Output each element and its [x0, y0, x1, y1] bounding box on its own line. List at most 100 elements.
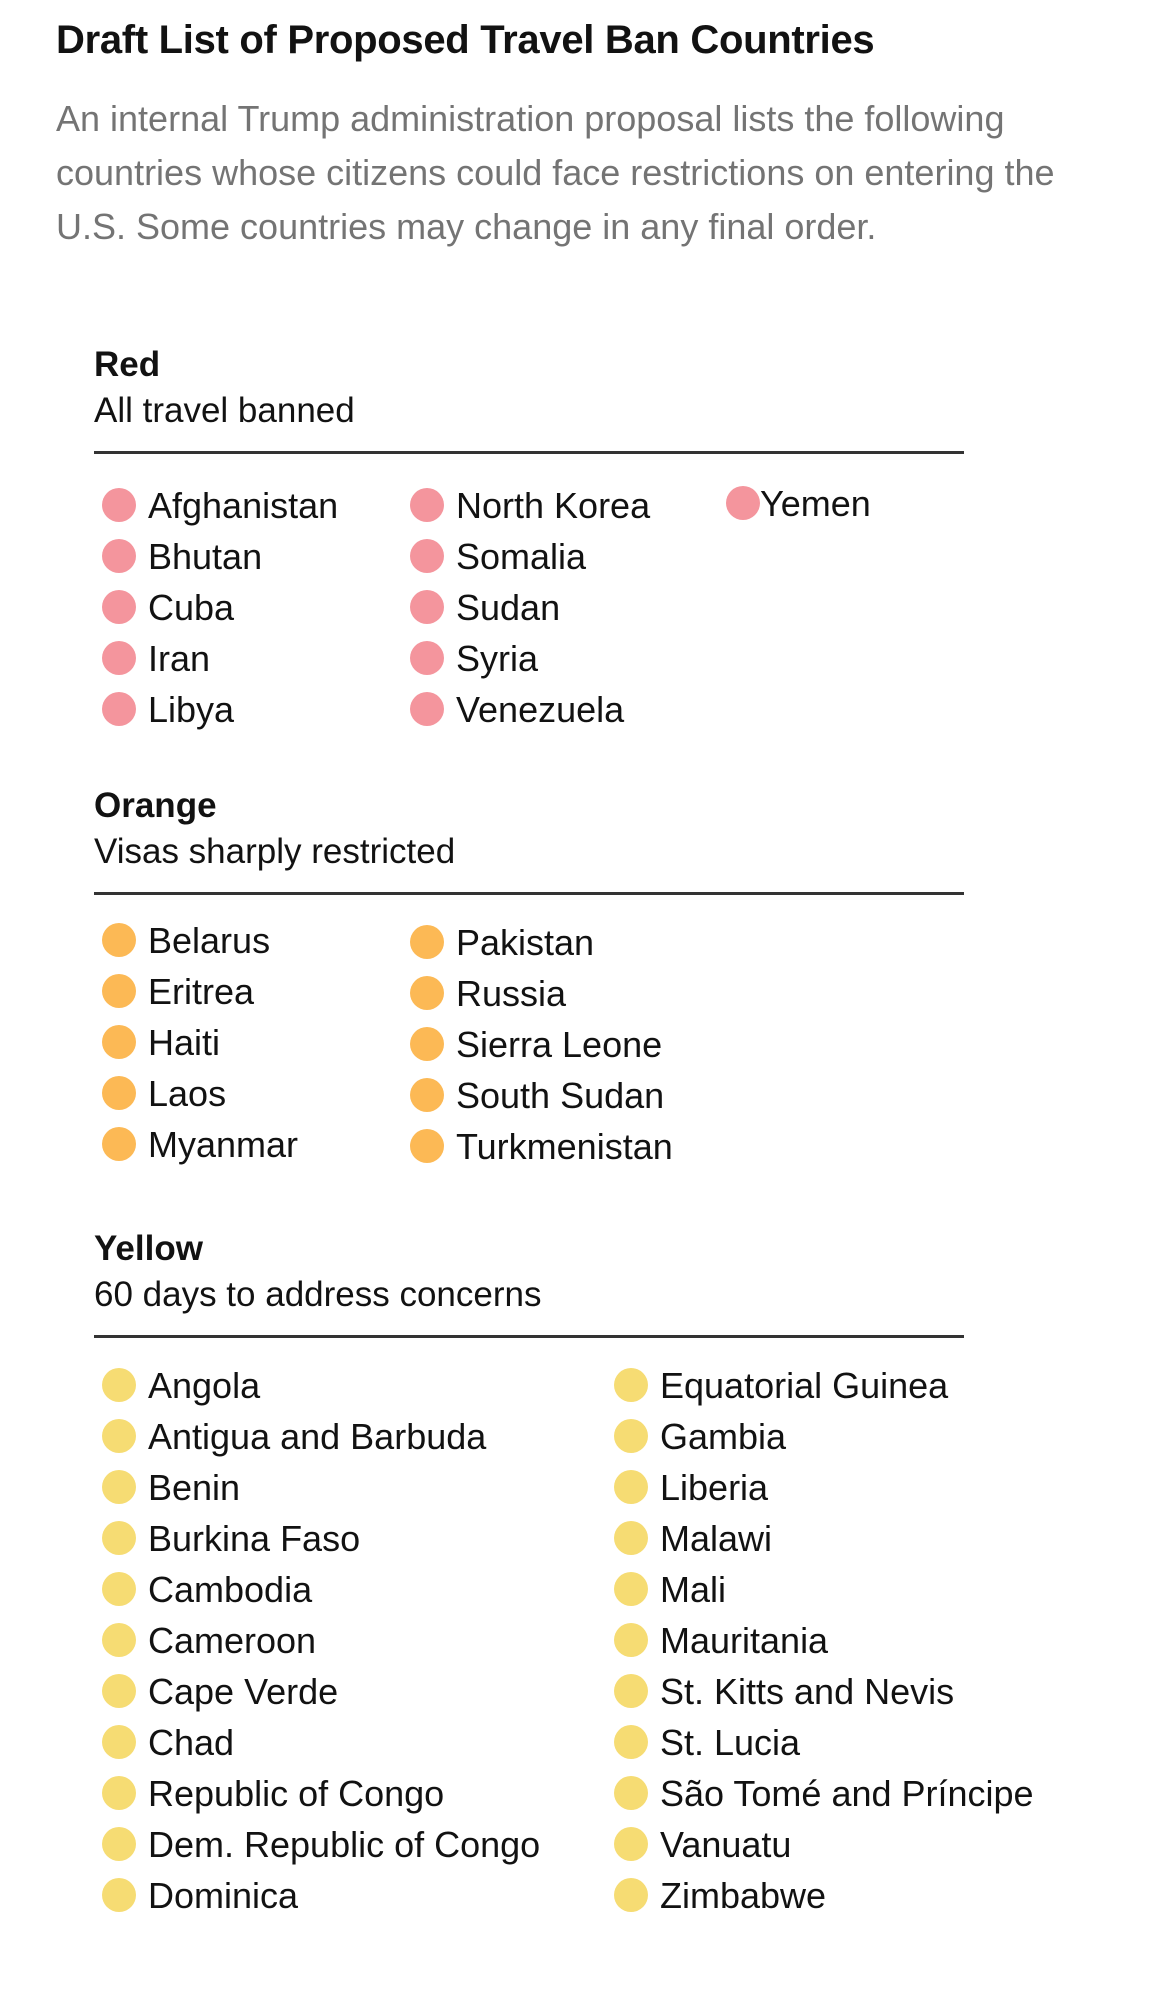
yellow-dot-icon: [102, 1827, 136, 1861]
page-title: Draft List of Proposed Travel Ban Countr…: [56, 18, 875, 62]
country-name: Cuba: [148, 587, 235, 628]
country-name: Yemen: [760, 483, 871, 524]
orange-dot-icon: [102, 1076, 136, 1110]
red-dot-icon: [102, 590, 136, 624]
country-name: St. Lucia: [660, 1722, 801, 1763]
red-dot-icon: [102, 488, 136, 522]
country-name: Laos: [148, 1073, 227, 1114]
country-list: Afghanistan Bhutan Cuba Iran Libya North…: [94, 480, 964, 736]
country-name: Iran: [148, 638, 211, 679]
country-name: St. Kitts and Nevis: [660, 1671, 955, 1712]
section-description: All travel banned: [94, 391, 355, 430]
orange-dot-icon: [102, 1025, 136, 1059]
country-name: Pakistan: [456, 922, 595, 963]
country-name: Malawi: [660, 1518, 773, 1559]
yellow-dot-icon: [102, 1725, 136, 1759]
country-name: Eritrea: [148, 971, 255, 1012]
yellow-section: Yellow 60 days to address concerns Angol…: [94, 1227, 1034, 1922]
country-name: North Korea: [456, 485, 651, 526]
country-name: Antigua and Barbuda: [148, 1416, 487, 1457]
yellow-dot-icon: [102, 1776, 136, 1810]
orange-dot-icon: [102, 974, 136, 1008]
yellow-dot-icon: [102, 1878, 136, 1912]
country-name: Mauritania: [660, 1620, 829, 1661]
yellow-dot-icon: [614, 1725, 648, 1759]
country-name: Russia: [456, 973, 567, 1014]
yellow-dot-icon: [102, 1674, 136, 1708]
yellow-dot-icon: [102, 1419, 136, 1453]
section-divider: [94, 892, 964, 895]
yellow-dot-icon: [614, 1776, 648, 1810]
red-dot-icon: [102, 641, 136, 675]
country-name: Turkmenistan: [456, 1126, 673, 1167]
country-list: Belarus Eritrea Haiti Laos Myanmar Pakis…: [94, 915, 964, 1171]
red-section: Red All travel banned Afghanistan Bhutan…: [94, 343, 964, 736]
country-name: Dem. Republic of Congo: [148, 1824, 541, 1865]
country-name: Somalia: [456, 536, 587, 577]
country-name: Bhutan: [148, 536, 263, 577]
yellow-dot-icon: [102, 1572, 136, 1606]
country-name: Haiti: [148, 1022, 221, 1063]
country-name: Burkina Faso: [148, 1518, 361, 1559]
country-list: Angola Antigua and Barbuda Benin Burkina…: [94, 1360, 1034, 1922]
yellow-dot-icon: [614, 1419, 648, 1453]
country-name: Chad: [148, 1722, 235, 1763]
red-dot-icon: [726, 486, 760, 520]
country-name: Venezuela: [456, 689, 625, 730]
country-name: Vanuatu: [660, 1824, 792, 1865]
country-name: Cape Verde: [148, 1671, 339, 1712]
red-dot-icon: [102, 539, 136, 573]
country-name: Liberia: [660, 1467, 769, 1508]
red-dot-icon: [410, 539, 444, 573]
page-subtitle: An internal Trump administration proposa…: [56, 98, 1055, 247]
section-divider: [94, 1335, 964, 1338]
yellow-dot-icon: [102, 1521, 136, 1555]
country-name: Sierra Leone: [456, 1024, 663, 1065]
red-dot-icon: [410, 692, 444, 726]
yellow-dot-icon: [102, 1368, 136, 1402]
country-name: Afghanistan: [148, 485, 339, 526]
red-dot-icon: [102, 692, 136, 726]
orange-dot-icon: [102, 1127, 136, 1161]
yellow-dot-icon: [102, 1470, 136, 1504]
yellow-dot-icon: [102, 1623, 136, 1657]
country-name: Gambia: [660, 1416, 787, 1457]
country-name: South Sudan: [456, 1075, 665, 1116]
country-name: Syria: [456, 638, 539, 679]
yellow-dot-icon: [614, 1572, 648, 1606]
orange-dot-icon: [410, 1078, 444, 1112]
orange-section: Orange Visas sharply restricted Belarus …: [94, 784, 964, 1171]
yellow-dot-icon: [614, 1368, 648, 1402]
country-name: Mali: [660, 1569, 727, 1610]
yellow-dot-icon: [614, 1623, 648, 1657]
orange-dot-icon: [410, 1129, 444, 1163]
yellow-dot-icon: [614, 1521, 648, 1555]
red-dot-icon: [410, 488, 444, 522]
orange-dot-icon: [410, 1027, 444, 1061]
country-name: Cambodia: [148, 1569, 313, 1610]
section-divider: [94, 451, 964, 454]
section-description: 60 days to address concerns: [94, 1275, 542, 1314]
yellow-dot-icon: [614, 1674, 648, 1708]
country-name: Angola: [148, 1365, 261, 1406]
red-dot-icon: [410, 641, 444, 675]
country-name: Libya: [148, 689, 235, 730]
country-name: Equatorial Guinea: [660, 1365, 949, 1406]
section-heading: Red: [94, 345, 161, 384]
red-dot-icon: [410, 590, 444, 624]
orange-dot-icon: [410, 976, 444, 1010]
section-heading: Orange: [94, 786, 217, 825]
yellow-dot-icon: [614, 1470, 648, 1504]
yellow-dot-icon: [614, 1827, 648, 1861]
country-name: Benin: [148, 1467, 241, 1508]
section-heading: Yellow: [94, 1229, 203, 1268]
country-name: Dominica: [148, 1875, 299, 1916]
country-name: São Tomé and Príncipe: [660, 1773, 1034, 1814]
orange-dot-icon: [102, 923, 136, 957]
country-name: Republic of Congo: [148, 1773, 445, 1814]
section-description: Visas sharply restricted: [94, 832, 456, 871]
country-name: Myanmar: [148, 1124, 299, 1165]
orange-dot-icon: [410, 925, 444, 959]
country-name: Cameroon: [148, 1620, 317, 1661]
yellow-dot-icon: [614, 1878, 648, 1912]
